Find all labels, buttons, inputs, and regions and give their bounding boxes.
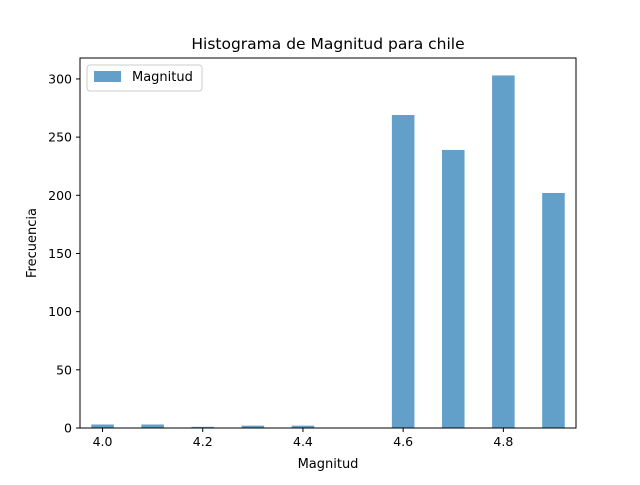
bar <box>191 426 215 428</box>
x-tick-label: 4.4 <box>293 434 313 449</box>
y-tick-label: 250 <box>48 130 72 145</box>
legend: Magnitud <box>86 64 203 92</box>
bar <box>441 149 465 429</box>
bars-group <box>91 75 565 429</box>
y-axis-label: Frecuencia <box>25 208 40 278</box>
y-tick-label: 200 <box>48 188 72 203</box>
bar <box>391 115 415 428</box>
legend-label: Magnitud <box>132 70 193 85</box>
bar <box>492 75 515 428</box>
bar <box>241 425 265 428</box>
y-tick-label: 0 <box>64 421 72 436</box>
x-axis-label: Magnitud <box>298 457 359 472</box>
x-tick-label: 4.8 <box>493 434 513 449</box>
axes-frame <box>79 57 577 429</box>
y-tick-label: 50 <box>56 362 72 377</box>
x-tick-label: 4.2 <box>193 434 213 449</box>
bar <box>91 424 114 428</box>
bar <box>141 424 164 428</box>
y-tick-label: 300 <box>48 71 72 86</box>
chart-title: Histograma de Magnitud para chile <box>191 35 464 53</box>
legend-swatch <box>94 71 121 82</box>
y-tick-label: 150 <box>48 246 72 261</box>
bar <box>291 425 315 428</box>
x-tick-label: 4.6 <box>393 434 413 449</box>
y-tick-label: 100 <box>48 304 72 319</box>
x-ticks: 4.0 4.2 4.4 4.6 4.8 <box>93 428 513 449</box>
bar <box>542 192 565 428</box>
y-ticks: 0 50 100 150 200 250 300 <box>48 71 80 436</box>
x-tick-label: 4.0 <box>93 434 113 449</box>
